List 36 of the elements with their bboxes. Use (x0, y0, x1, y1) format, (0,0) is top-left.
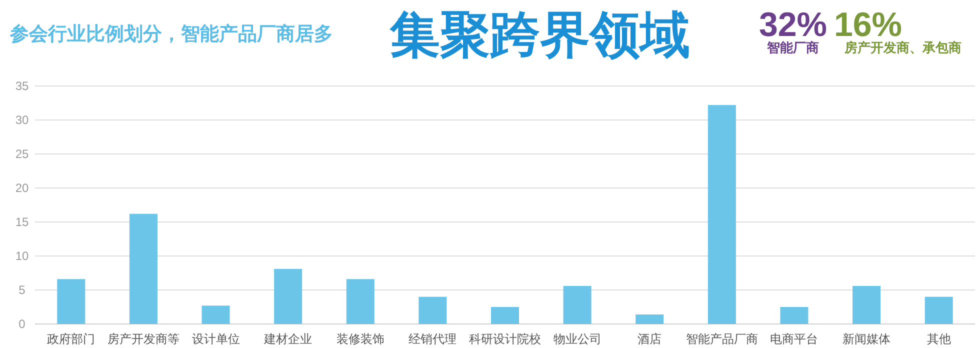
x-tick-label: 酒店 (638, 332, 662, 346)
x-tick-label: 物业公司 (553, 332, 602, 346)
y-tick-label: 15 (15, 215, 29, 229)
x-tick-label: 新闻媒体 (842, 332, 891, 346)
x-tick-label: 装修装饰 (336, 332, 384, 346)
bar (202, 306, 230, 324)
x-tick-label: 智能产品厂商 (686, 332, 758, 346)
y-tick-label: 30 (15, 113, 29, 127)
bar (780, 307, 808, 324)
y-tick-label: 20 (15, 181, 29, 195)
bar (636, 314, 664, 324)
x-tick-label: 其他 (926, 332, 951, 346)
y-tick-label: 0 (18, 317, 26, 331)
bar (418, 296, 447, 324)
bar (491, 307, 519, 324)
bar (563, 286, 592, 324)
chart-subtitle: 参会行业比例划分，智能产品厂商居多 (9, 23, 333, 45)
bar (57, 279, 86, 324)
bar (129, 214, 158, 324)
y-tick-label: 5 (18, 283, 26, 297)
bar (852, 286, 881, 324)
x-tick-label: 政府部门 (47, 332, 96, 346)
x-tick-label: 经销代理 (408, 332, 457, 346)
chart-title: 集聚跨界领域 (389, 7, 690, 63)
bar (274, 268, 302, 324)
bar (346, 279, 374, 324)
y-tick-label: 10 (15, 249, 29, 263)
x-tick-label: 建材企业 (263, 332, 312, 346)
bar (924, 296, 953, 324)
y-tick-label: 25 (15, 147, 29, 161)
bar (708, 105, 736, 324)
x-tick-label: 设计单位 (192, 332, 240, 346)
y-tick-label: 35 (15, 79, 29, 93)
x-tick-label: 房产开发商等 (107, 332, 180, 346)
x-tick-label: 科研设计院校 (469, 332, 541, 346)
x-tick-label: 电商平台 (770, 332, 818, 346)
